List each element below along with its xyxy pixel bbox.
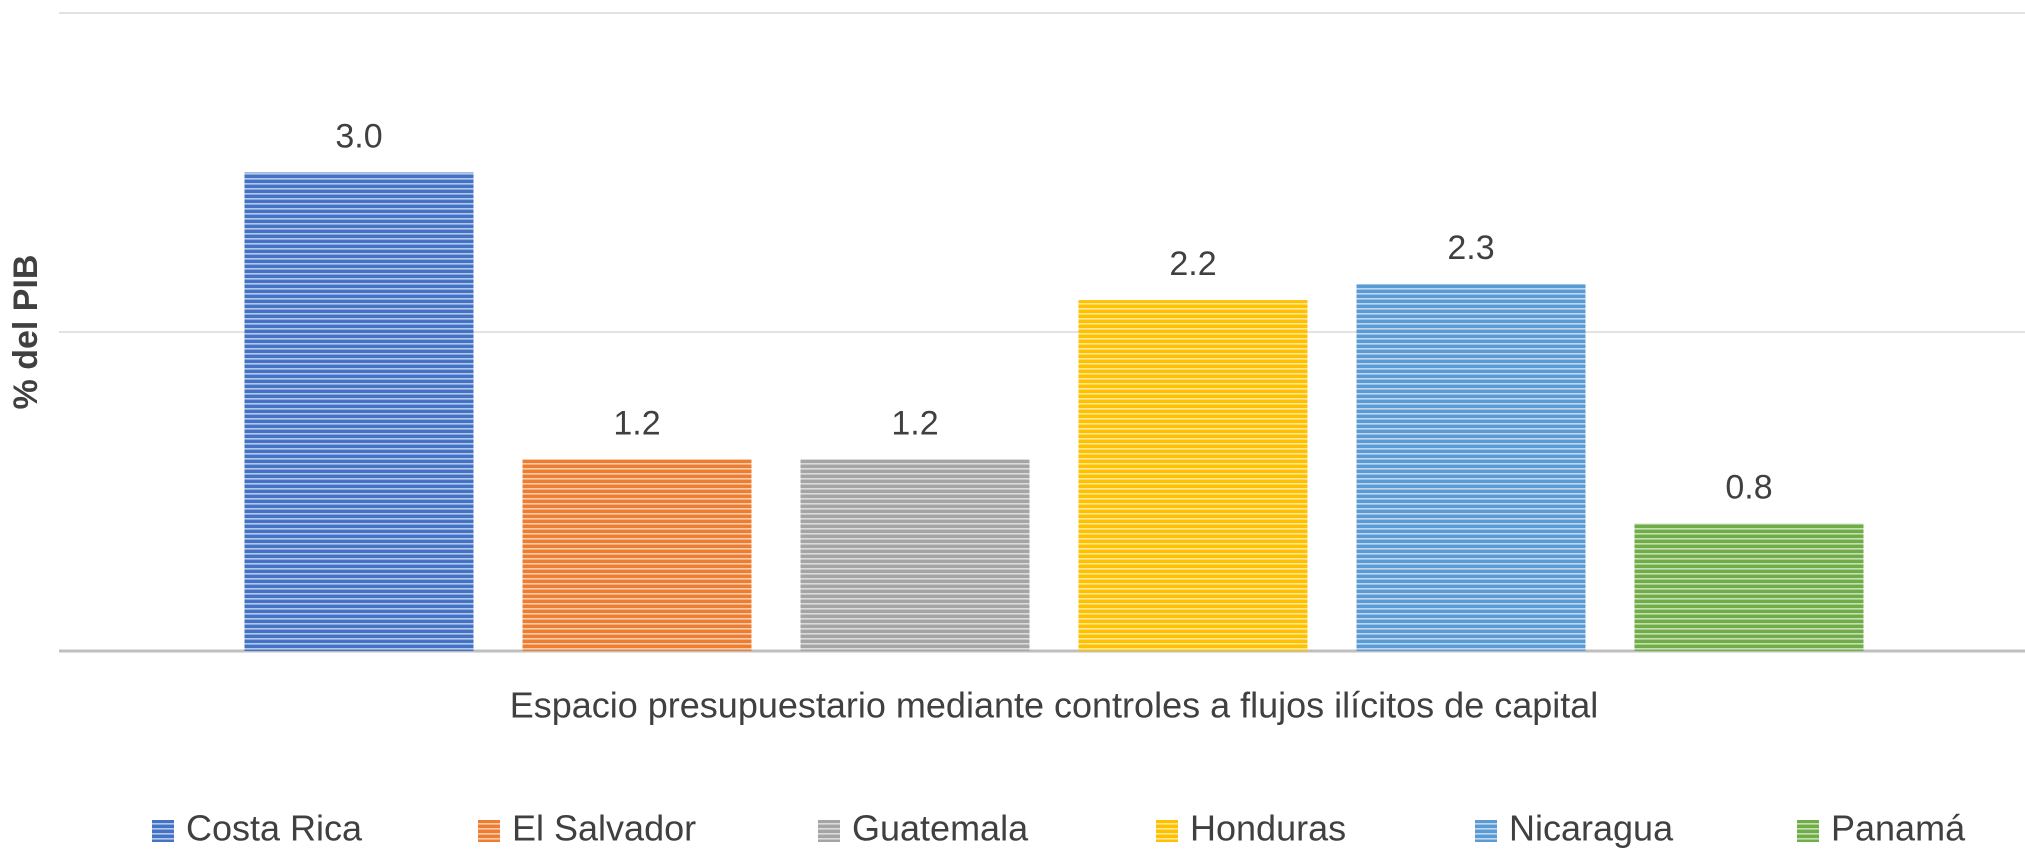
legend-label: Panamá [1831, 808, 1966, 849]
data-label: 1.2 [891, 405, 938, 443]
legend-label: Costa Rica [186, 808, 363, 849]
legend-swatch [152, 820, 174, 842]
legend-label: Guatemala [852, 808, 1029, 849]
legend-swatch [1156, 820, 1178, 842]
data-label: 3.0 [335, 117, 382, 155]
data-label: 2.3 [1447, 229, 1494, 267]
data-label: 2.2 [1169, 245, 1216, 283]
x-tick-label: Espacio presupuestario mediante controle… [510, 685, 1599, 726]
legend-label: El Salvador [512, 808, 696, 849]
data-label: 1.2 [613, 405, 660, 443]
legend-label: Honduras [1190, 808, 1346, 849]
bar [1356, 284, 1586, 651]
bar [522, 459, 752, 651]
data-label: 0.8 [1725, 468, 1772, 506]
legend-swatch [478, 820, 500, 842]
bar [244, 172, 474, 651]
legend-label: Nicaragua [1509, 808, 1674, 849]
legend-swatch [1475, 820, 1497, 842]
legend-swatch [1797, 820, 1819, 842]
y-axis-label: % del PIB [7, 255, 45, 410]
bar [800, 459, 1030, 651]
bar [1634, 523, 1864, 651]
bar [1078, 300, 1308, 651]
legend-swatch [818, 820, 840, 842]
